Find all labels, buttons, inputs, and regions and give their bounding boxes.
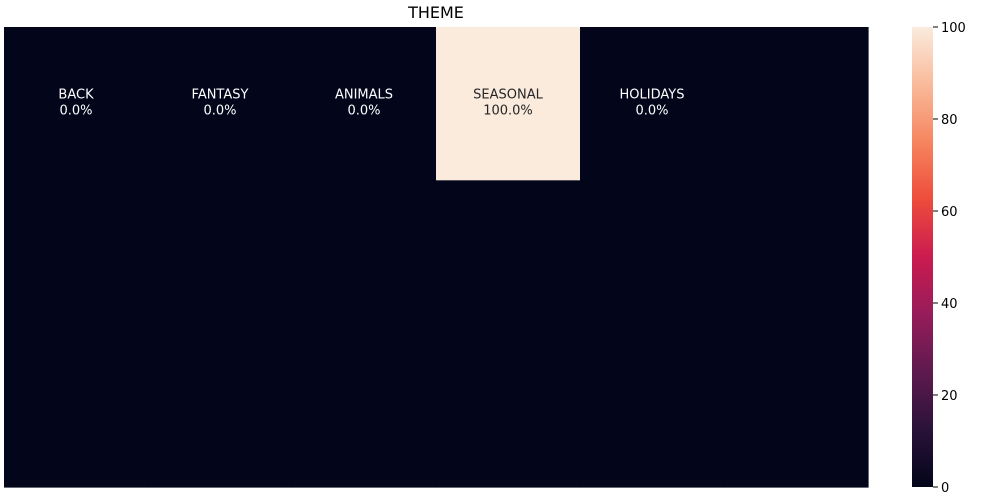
- cell-category-label: ANIMALS: [335, 88, 393, 103]
- heatmap-cell: [148, 333, 293, 488]
- cell-category-label: FANTASY: [192, 88, 249, 103]
- cell-category-label: SEASONAL: [473, 88, 543, 103]
- cell-value-label: 100.0%: [483, 104, 533, 119]
- colorbar-ticks: 0 20 40 60 80 100: [933, 21, 966, 496]
- cell-value-label: 0.0%: [203, 104, 236, 119]
- heatmap-cells: [4, 27, 869, 488]
- heatmap-cell: [724, 333, 869, 488]
- heatmap-cell: [436, 27, 581, 181]
- colorbar-tick-label: 80: [941, 113, 958, 128]
- heatmap-cell: [148, 180, 293, 335]
- cell-value-label: 0.0%: [59, 104, 92, 119]
- heatmap-cell: [436, 180, 581, 335]
- heatmap-cell: [436, 333, 581, 488]
- heatmap-cell: [292, 27, 437, 181]
- heatmap-cell: [580, 333, 725, 488]
- colorbar-tick-label: 0: [941, 481, 949, 496]
- heatmap-cell: [580, 27, 725, 181]
- colorbar-tick-label: 40: [941, 297, 958, 312]
- cell-category-label: HOLIDAYS: [620, 88, 685, 103]
- heatmap-cell: [4, 27, 149, 181]
- heatmap-cell: [292, 180, 437, 335]
- heatmap-cell: [4, 180, 149, 335]
- heatmap-cell: [292, 333, 437, 488]
- cell-value-label: 0.0%: [347, 104, 380, 119]
- cell-category-label: BACK: [58, 88, 94, 103]
- colorbar-tick-label: 60: [941, 205, 958, 220]
- heatmap-cell: [724, 180, 869, 335]
- heatmap-cell-labels: BACK0.0%FANTASY0.0%ANIMALS0.0%SEASONAL10…: [58, 88, 684, 119]
- heatmap-cell: [724, 27, 869, 181]
- chart-title: THEME: [407, 3, 464, 22]
- heatmap-cell: [4, 333, 149, 488]
- cell-value-label: 0.0%: [635, 104, 668, 119]
- heatmap-cell: [580, 180, 725, 335]
- colorbar: [912, 27, 933, 487]
- colorbar-tick-label: 100: [941, 21, 966, 36]
- heatmap-cell: [148, 27, 293, 181]
- colorbar-tick-label: 20: [941, 389, 958, 404]
